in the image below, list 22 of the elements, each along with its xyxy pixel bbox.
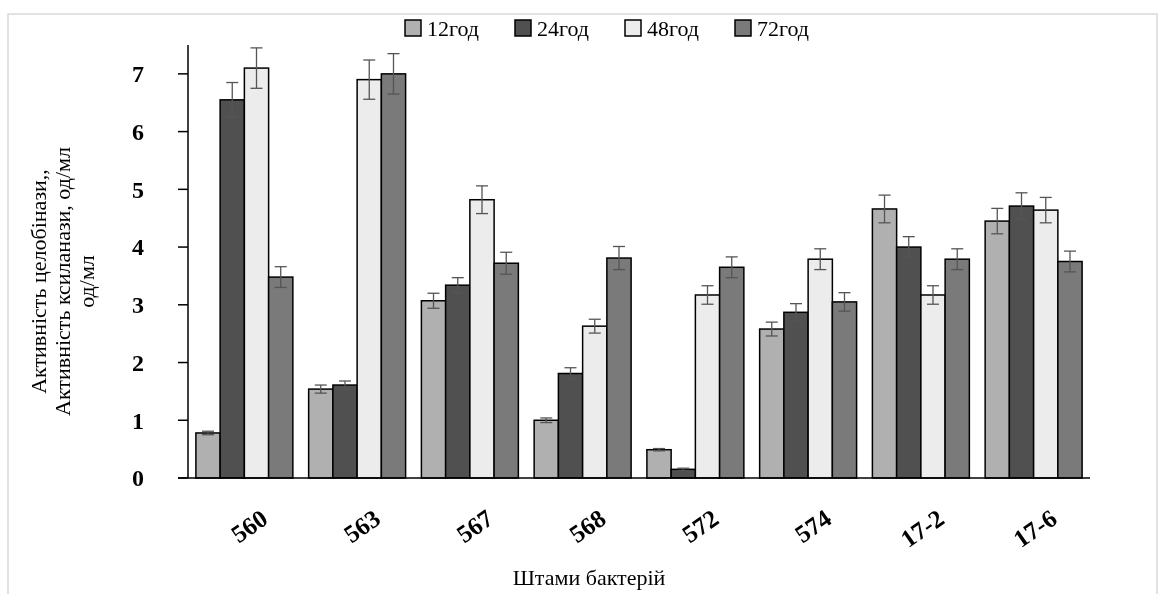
x-tick-label: 17-6 [1008,504,1062,553]
x-tick-label: 567 [451,504,498,548]
y-tick-label: 6 [132,119,144,145]
legend-label: 24год [537,15,590,41]
y-tick-label: 3 [132,292,144,319]
y-axis-title: Активність целобінази,, Активність ксиланази, од/мл од/мл [26,147,99,416]
y-tick-label: 0 [132,465,144,492]
x-tick-label: 574 [789,504,837,548]
y-tick-label: 5 [132,176,144,203]
x-axis-title: Штами бактерій [512,565,666,590]
y-tick-label: 4 [132,234,144,261]
x-tick-label: 17-2 [895,504,949,553]
y-tick-label: 2 [132,349,144,376]
legend-label: 72год [757,15,810,41]
legend-label: 12год [427,15,480,41]
legend-label: 48год [647,15,700,41]
y-tick-label: 1 [132,407,144,434]
x-tick-label: 572 [677,504,724,548]
y-tick-label: 7 [132,61,144,88]
x-tick-label: 563 [338,504,386,548]
x-tick-label: 560 [226,504,273,548]
x-tick-label: 568 [564,504,611,548]
